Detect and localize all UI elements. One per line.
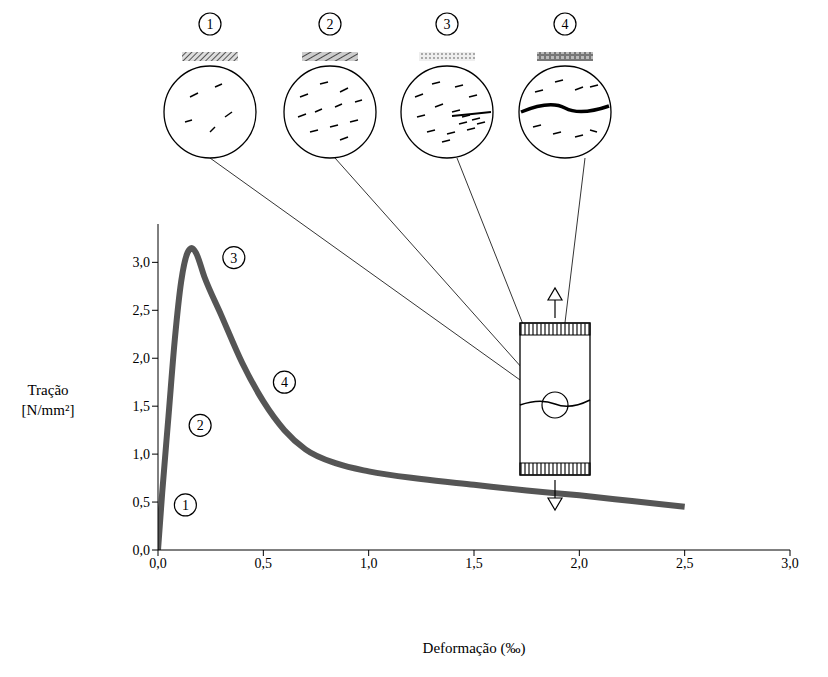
html-text:[N/mm²]: [N/mm²] — [21, 402, 75, 418]
svg-text:1,0: 1,0 — [133, 447, 151, 462]
svg-text:1: 1 — [207, 17, 214, 32]
svg-text:0,5: 0,5 — [255, 556, 273, 571]
svg-text:2,5: 2,5 — [676, 556, 694, 571]
svg-text:2: 2 — [197, 418, 204, 433]
svg-text:3: 3 — [230, 251, 237, 266]
svg-text:4: 4 — [281, 375, 288, 390]
html-text:Deformação (‰): Deformação (‰) — [422, 640, 526, 656]
svg-text:2: 2 — [327, 17, 334, 32]
svg-text:1: 1 — [182, 498, 189, 513]
html-text:Tração: Tração — [27, 382, 69, 398]
svg-text:1,0: 1,0 — [360, 556, 378, 571]
svg-text:0,0: 0,0 — [149, 556, 167, 571]
svg-text:2,5: 2,5 — [133, 303, 151, 318]
svg-text:0,0: 0,0 — [133, 543, 151, 558]
svg-text:1,5: 1,5 — [133, 399, 151, 414]
svg-text:1,5: 1,5 — [465, 556, 483, 571]
svg-text:0,5: 0,5 — [133, 495, 151, 510]
svg-text:2,0: 2,0 — [133, 351, 151, 366]
svg-text:3,0: 3,0 — [781, 556, 799, 571]
svg-text:4: 4 — [562, 17, 569, 32]
svg-text:3,0: 3,0 — [133, 255, 151, 270]
svg-text:2,0: 2,0 — [571, 556, 589, 571]
svg-text:3: 3 — [444, 17, 451, 32]
